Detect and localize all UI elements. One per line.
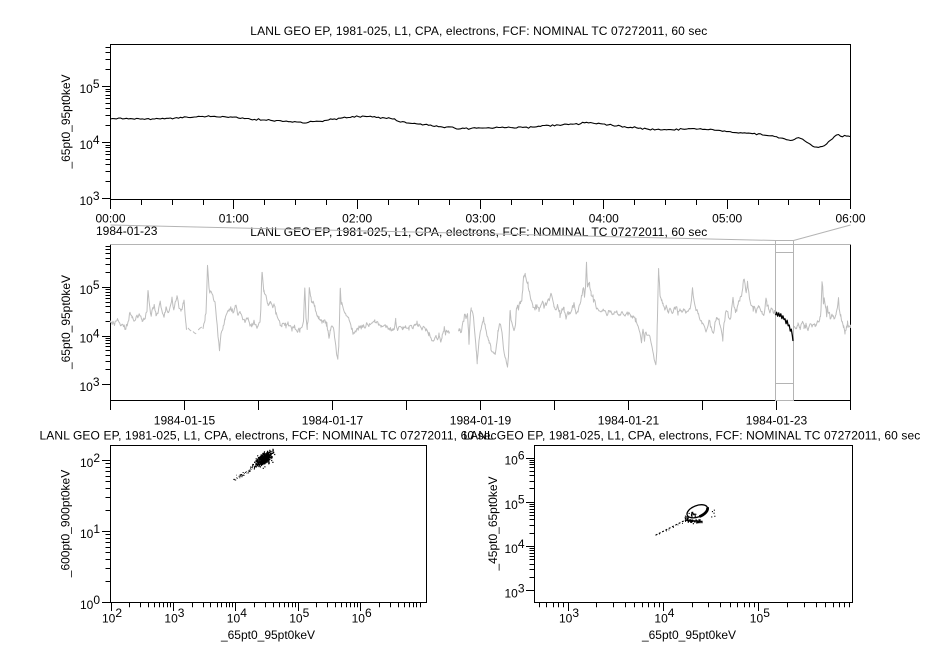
svg-text:10: 10: [227, 611, 241, 625]
svg-text:10: 10: [79, 138, 93, 152]
svg-text:4: 4: [668, 606, 675, 620]
svg-text:10: 10: [504, 587, 518, 601]
svg-text:10: 10: [504, 454, 518, 468]
svg-text:6: 6: [518, 448, 525, 462]
svg-text:1984-01-23: 1984-01-23: [96, 224, 158, 238]
svg-text:_65pt0_95pt0keV: _65pt0_95pt0keV: [641, 628, 736, 642]
svg-text:5: 5: [93, 278, 100, 292]
svg-text:4: 4: [518, 537, 525, 551]
svg-text:2: 2: [93, 451, 100, 465]
svg-text:10: 10: [79, 82, 93, 96]
svg-text:1984-01-17: 1984-01-17: [302, 414, 364, 428]
svg-text:10: 10: [80, 598, 94, 612]
svg-text:01:00: 01:00: [219, 211, 249, 225]
svg-text:10: 10: [504, 542, 518, 556]
svg-text:04:00: 04:00: [589, 211, 619, 225]
svg-text:3: 3: [518, 581, 525, 595]
svg-text:6: 6: [365, 606, 372, 620]
svg-text:10: 10: [79, 194, 93, 208]
svg-text:3: 3: [178, 606, 185, 620]
svg-text:_65pt0_95pt0keV: _65pt0_95pt0keV: [59, 275, 73, 370]
svg-text:10: 10: [80, 527, 94, 541]
svg-text:LANL GEO EP, 1981-025, L1, CPA: LANL GEO EP, 1981-025, L1, CPA, electron…: [463, 429, 920, 443]
svg-text:10: 10: [102, 611, 116, 625]
svg-text:5: 5: [763, 606, 770, 620]
svg-text:1984-01-21: 1984-01-21: [598, 414, 660, 428]
svg-text:10: 10: [559, 611, 573, 625]
svg-text:0: 0: [93, 593, 100, 607]
svg-text:10: 10: [79, 380, 93, 394]
svg-text:4: 4: [93, 326, 100, 340]
svg-text:3: 3: [93, 375, 100, 389]
svg-text:00:00: 00:00: [95, 211, 125, 225]
svg-text:LANL GEO EP, 1981-025, L1, CPA: LANL GEO EP, 1981-025, L1, CPA, electron…: [250, 225, 707, 239]
svg-text:_65pt0_95pt0keV: _65pt0_95pt0keV: [220, 628, 315, 642]
svg-text:1984-01-15: 1984-01-15: [154, 414, 216, 428]
svg-text:LANL GEO EP, 1981-025, L1, CPA: LANL GEO EP, 1981-025, L1, CPA, electron…: [40, 429, 497, 443]
svg-text:_45pt0_65pt0keV: _45pt0_65pt0keV: [486, 476, 500, 571]
svg-text:02:00: 02:00: [342, 211, 372, 225]
svg-text:1984-01-23: 1984-01-23: [746, 414, 808, 428]
svg-text:10: 10: [79, 332, 93, 346]
svg-text:06:00: 06:00: [835, 211, 865, 225]
svg-text:10: 10: [750, 611, 764, 625]
svg-text:3: 3: [572, 606, 579, 620]
svg-text:5: 5: [303, 606, 310, 620]
svg-text:1984-01-19: 1984-01-19: [450, 414, 512, 428]
svg-text:4: 4: [240, 606, 247, 620]
svg-text:10: 10: [504, 498, 518, 512]
svg-text:10: 10: [289, 611, 303, 625]
svg-text:10: 10: [352, 611, 366, 625]
svg-text:05:00: 05:00: [712, 211, 742, 225]
svg-text:3: 3: [93, 189, 100, 203]
svg-text:03:00: 03:00: [465, 211, 495, 225]
svg-text:10: 10: [79, 283, 93, 297]
svg-text:10: 10: [654, 611, 668, 625]
svg-text:5: 5: [518, 493, 525, 507]
svg-text:10: 10: [164, 611, 178, 625]
svg-text:_600pt0_900pt0keV: _600pt0_900pt0keV: [59, 470, 73, 578]
svg-text:2: 2: [115, 606, 122, 620]
svg-text:5: 5: [93, 77, 100, 91]
svg-text:10: 10: [80, 456, 94, 470]
svg-text:LANL GEO EP, 1981-025, L1, CPA: LANL GEO EP, 1981-025, L1, CPA, electron…: [250, 24, 707, 38]
svg-text:1: 1: [93, 522, 100, 536]
svg-text:_65pt0_95pt0keV: _65pt0_95pt0keV: [59, 74, 73, 169]
svg-text:4: 4: [93, 133, 100, 147]
